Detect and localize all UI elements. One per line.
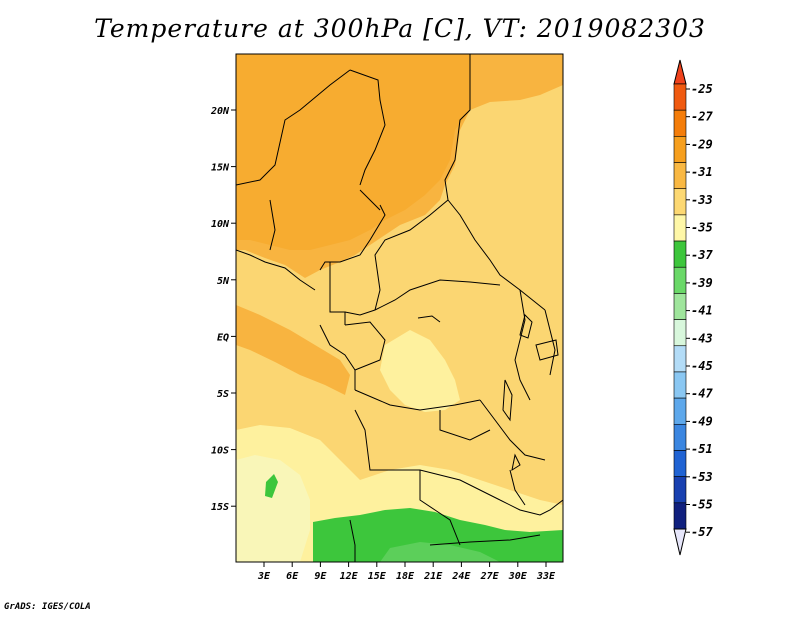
colorbar-bottom-cap xyxy=(673,528,687,556)
colorbar-label: -45 xyxy=(691,359,713,373)
field-region-north-deep xyxy=(236,54,470,250)
field-region-west-tongue xyxy=(236,305,350,395)
colorbar-segment xyxy=(673,188,687,216)
lon-tick-label: 27E xyxy=(480,571,500,582)
colorbar-segment xyxy=(673,293,687,320)
lat-tick-label: 10S xyxy=(211,446,229,457)
colorbar-label: -57 xyxy=(691,525,713,539)
colorbar-label: -41 xyxy=(691,304,713,318)
colorbar-label: -35 xyxy=(691,221,713,235)
lon-tick-label: 9E xyxy=(314,571,327,582)
country-borders xyxy=(236,54,563,562)
colorbar-segment xyxy=(673,319,687,347)
colorbar-label: -29 xyxy=(691,137,713,151)
colorbar-segment xyxy=(673,109,687,137)
lon-tick-label: 33E xyxy=(536,571,556,582)
lon-tick-label: 3E xyxy=(257,571,271,582)
temperature-field xyxy=(236,54,563,562)
colorbar-segment xyxy=(673,371,687,399)
colorbar-label: -55 xyxy=(691,498,713,512)
latitude-ticks: 20N 15N 10N 5N EQ 5S 10S 15S xyxy=(210,106,236,513)
colorbar-label: -51 xyxy=(691,442,713,456)
colorbar-label: -49 xyxy=(691,414,713,428)
lon-tick-label: 21E xyxy=(423,571,443,582)
colorbar-label: -43 xyxy=(691,331,713,345)
colorbar-label: -37 xyxy=(691,248,713,262)
colorbar-segment xyxy=(673,450,687,477)
colorbar-segment xyxy=(673,502,687,530)
lon-tick-label: 12E xyxy=(340,571,359,582)
lon-tick-label: 24E xyxy=(451,571,471,582)
colorbar-segment xyxy=(673,214,687,242)
field-region-south-green xyxy=(313,508,563,562)
lon-tick-label: 30E xyxy=(508,571,528,582)
colorbar-segment xyxy=(673,266,687,294)
lat-tick-label: 15S xyxy=(211,502,229,513)
map-panel: 20N 15N 10N 5N EQ 5S 10S 15S 3E 6E 9E 12E 15E 18E 21E… xyxy=(210,53,564,582)
field-region-south-green-light xyxy=(380,542,500,562)
colorbar-segment xyxy=(673,476,687,504)
map-title: Temperature at 300hPa [C], VT: 201908230… xyxy=(94,14,706,43)
lat-tick-label: 10N xyxy=(211,219,230,230)
lon-tick-label: 18E xyxy=(396,571,415,582)
map-frame xyxy=(235,53,564,563)
colorbar-segment xyxy=(673,423,687,451)
colorbar-label: -47 xyxy=(691,387,713,401)
colorbar-label: -31 xyxy=(691,165,713,179)
colorbar-label: -25 xyxy=(691,82,713,96)
colorbar-label: -39 xyxy=(691,276,713,290)
colorbar-segment xyxy=(673,345,687,373)
lat-tick-label: 15N xyxy=(211,163,230,174)
colorbar-top-cap xyxy=(673,59,687,85)
colorbar-label: -53 xyxy=(691,470,713,484)
lat-tick-label: 5N xyxy=(217,276,230,287)
colorbar-label: -27 xyxy=(691,110,713,124)
colorbar-label: -33 xyxy=(691,193,713,207)
lakes xyxy=(417,314,559,472)
lon-tick-label: 15E xyxy=(368,571,387,582)
colorbar-segment xyxy=(673,162,687,190)
lat-tick-label: 5S xyxy=(217,389,229,400)
lat-tick-label: 20N xyxy=(210,106,230,117)
colorbar: -25 -27 -29 -31 -33 -35 -37 -39 -41 -43 -45 -47 -49 -… xyxy=(673,59,713,556)
colorbar-segment xyxy=(673,397,687,425)
lat-tick-label: EQ xyxy=(217,332,229,343)
colorbar-segment xyxy=(673,83,687,111)
lon-tick-label: 6E xyxy=(286,571,299,582)
grads-credit: GrADS: IGES/COLA xyxy=(4,602,91,612)
field-region-central-pale xyxy=(380,330,460,412)
colorbar-segment xyxy=(673,240,687,268)
longitude-ticks: 3E 6E 9E 12E 15E 18E 21E 24E 27E 30E 33E xyxy=(257,562,556,582)
colorbar-segment xyxy=(673,136,687,163)
field-region-southwest-pale xyxy=(236,455,310,562)
field-region-green-spot xyxy=(265,474,278,498)
